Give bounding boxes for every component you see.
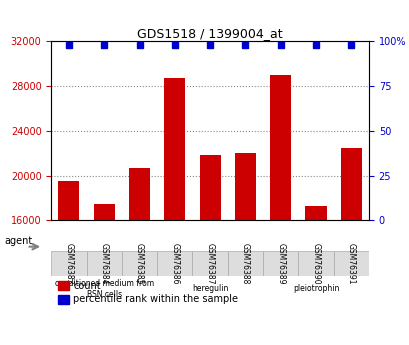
FancyBboxPatch shape: [298, 251, 333, 276]
Text: GSM76384: GSM76384: [99, 243, 108, 285]
Text: percentile rank within the sample: percentile rank within the sample: [73, 294, 238, 304]
FancyBboxPatch shape: [51, 276, 157, 302]
Text: heregulin: heregulin: [191, 284, 228, 293]
Text: GSM76389: GSM76389: [276, 243, 285, 285]
Bar: [270, 75, 291, 220]
Bar: [57, 281, 69, 290]
FancyBboxPatch shape: [157, 276, 263, 302]
FancyBboxPatch shape: [192, 251, 227, 276]
Bar: [58, 181, 79, 220]
Bar: [199, 156, 220, 220]
Text: GSM76383: GSM76383: [64, 243, 73, 285]
Text: GSM76390: GSM76390: [311, 243, 320, 285]
Bar: [57, 295, 69, 304]
Bar: [340, 148, 361, 220]
Bar: [305, 206, 326, 220]
Text: GSM76385: GSM76385: [135, 243, 144, 285]
FancyBboxPatch shape: [333, 251, 368, 276]
Text: GSM76386: GSM76386: [170, 243, 179, 285]
FancyBboxPatch shape: [86, 251, 121, 276]
Text: GSM76391: GSM76391: [346, 243, 355, 285]
FancyBboxPatch shape: [121, 251, 157, 276]
FancyBboxPatch shape: [263, 276, 368, 302]
Bar: [93, 204, 115, 220]
Text: GSM76387: GSM76387: [205, 243, 214, 285]
Bar: [234, 153, 255, 220]
Text: count: count: [73, 280, 101, 290]
FancyBboxPatch shape: [51, 251, 86, 276]
Title: GDS1518 / 1399004_at: GDS1518 / 1399004_at: [137, 27, 282, 40]
Bar: [164, 78, 185, 220]
FancyBboxPatch shape: [157, 251, 192, 276]
Text: agent: agent: [4, 237, 32, 246]
Text: pleiotrophin: pleiotrophin: [292, 284, 338, 293]
FancyBboxPatch shape: [263, 251, 298, 276]
Text: conditioned medium from
BSN cells: conditioned medium from BSN cells: [54, 279, 153, 298]
Text: GSM76388: GSM76388: [240, 243, 249, 284]
FancyBboxPatch shape: [227, 251, 263, 276]
Bar: [128, 168, 150, 220]
